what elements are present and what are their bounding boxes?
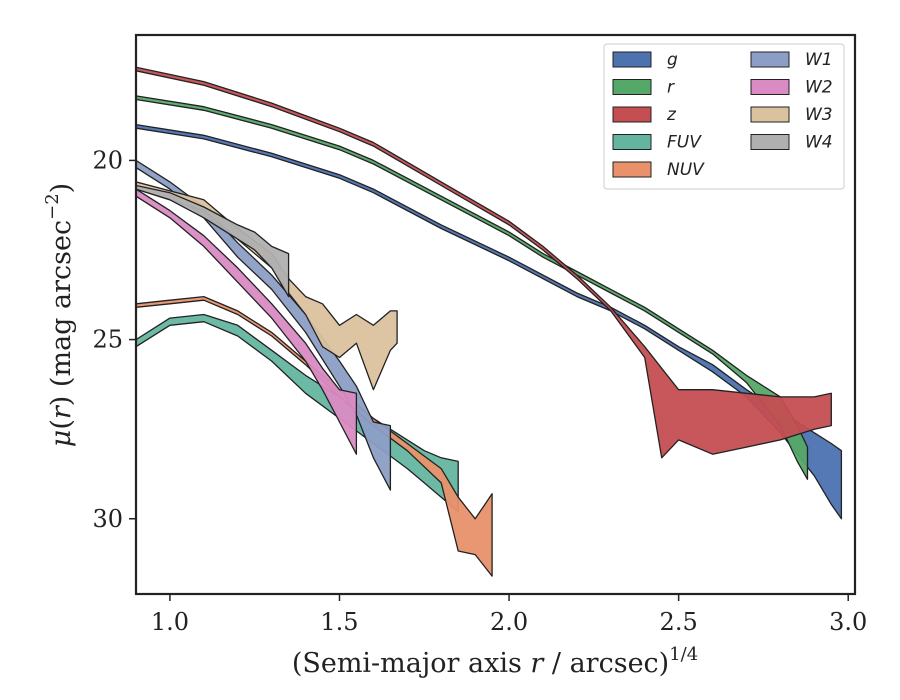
series-band-w1 bbox=[136, 159, 392, 491]
legend-label-fuv: FUV bbox=[667, 133, 702, 153]
legend-label-nuv: NUV bbox=[667, 160, 705, 180]
legend-label-w2: W2 bbox=[805, 78, 833, 98]
legend-label-w3: W3 bbox=[805, 105, 833, 125]
x-tick-label: 3.0 bbox=[829, 608, 867, 636]
x-axis-label-sup: 1/4 bbox=[669, 644, 698, 665]
series-band-w4 bbox=[136, 184, 290, 298]
series-band-nuv bbox=[136, 295, 493, 577]
legend-label-z: z bbox=[666, 105, 677, 125]
series-band-w2 bbox=[136, 188, 358, 455]
y-tick-label: 20 bbox=[92, 146, 123, 174]
legend-swatch-fuv bbox=[612, 134, 652, 150]
legend-swatch-w1 bbox=[750, 51, 790, 68]
legend-swatch-w4 bbox=[750, 134, 790, 150]
legend-swatch-nuv bbox=[612, 161, 652, 178]
x-tick-label: 1.0 bbox=[151, 608, 189, 636]
y-axis-label: μ(r) (mag arcsec−2) bbox=[42, 183, 77, 447]
legend-label-w1: W1 bbox=[805, 50, 833, 70]
y-tick-label: 25 bbox=[92, 326, 123, 354]
legend: grz FUV NUV W1 W2 W3 W4 bbox=[603, 43, 845, 190]
y-tick-label: 30 bbox=[92, 505, 123, 533]
series-band-z bbox=[136, 66, 832, 459]
legend-label-w4: W4 bbox=[805, 133, 833, 153]
y-axis-label-close: ) (mag arcsec bbox=[46, 220, 77, 406]
y-axis-label-sup: −2 bbox=[42, 193, 63, 220]
y-axis-label-open: ( bbox=[46, 419, 77, 430]
x-axis-label-tail: / arcsec) bbox=[543, 648, 669, 679]
x-axis-label-var: r bbox=[530, 648, 545, 679]
legend-swatch-z bbox=[612, 106, 652, 123]
x-axis-label-main: (Semi-major axis bbox=[292, 648, 531, 679]
plot-frame bbox=[134, 33, 857, 596]
x-tick-label: 1.5 bbox=[320, 608, 358, 636]
legend-label-r: r bbox=[667, 78, 675, 98]
x-tick-label: 2.5 bbox=[660, 608, 698, 636]
legend-swatch-g bbox=[612, 51, 652, 68]
x-tick-label: 2.0 bbox=[490, 608, 528, 636]
y-axis-label-end: ) bbox=[46, 183, 77, 194]
series-layer bbox=[136, 66, 843, 577]
legend-swatch-w3 bbox=[750, 106, 790, 123]
tick-layer: 1.0 1.5 2.0 2.5 3.0 20 25 30 bbox=[92, 146, 867, 636]
series-band-g bbox=[136, 123, 843, 520]
legend-swatch-r bbox=[612, 79, 652, 95]
y-axis-label-var: r bbox=[46, 404, 77, 419]
series-band-r bbox=[136, 95, 809, 480]
legend-label-g: g bbox=[667, 50, 678, 70]
x-axis-label: (Semi-major axis r / arcsec)1/4 bbox=[292, 644, 698, 679]
legend-swatch-w2 bbox=[750, 79, 790, 95]
y-axis-label-mu: μ bbox=[46, 430, 77, 448]
series-band-w3 bbox=[136, 181, 398, 391]
